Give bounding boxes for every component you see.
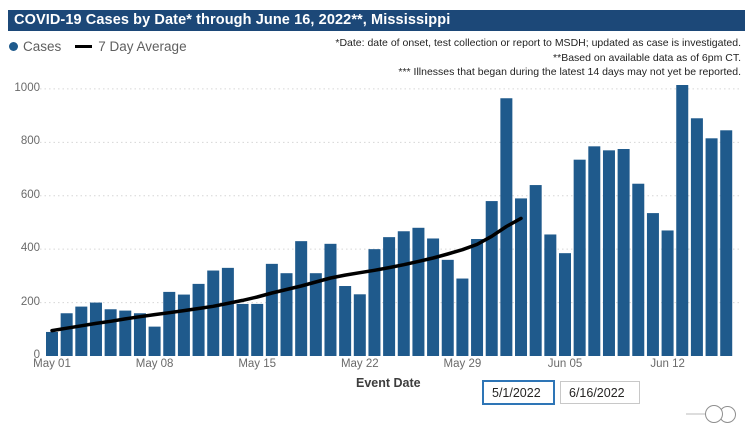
bar-may-13[interactable] [221,267,234,356]
bar-may-20[interactable] [324,243,337,356]
bar-may-03[interactable] [75,306,88,356]
bar-jun-09[interactable] [617,149,630,356]
footnote-reporting-lag: *** Illnesses that began during the late… [398,66,741,79]
bar-may-14[interactable] [236,303,249,356]
bar-may-04[interactable] [89,302,102,356]
bar-jun-08[interactable] [602,150,615,356]
bar-jun-12[interactable] [661,230,674,356]
bar-may-12[interactable] [207,270,220,356]
bar-jun-04[interactable] [544,234,557,356]
footnote-date-definition: *Date: date of onset, test collection or… [335,37,741,49]
y-tick-label-800: 800 [20,135,40,148]
bar-may-29[interactable] [456,278,469,356]
bar-jun-13[interactable] [676,82,689,356]
y-axis-labels: 0 200 400 600 800 1000 [0,81,40,361]
date-range-slider-handle-left[interactable] [705,405,723,423]
bar-jun-16[interactable] [720,130,733,356]
bar-jun-02[interactable] [515,198,528,356]
y-tick-label-400: 400 [20,242,40,255]
bar-jun-05[interactable] [559,253,571,356]
bar-may-16[interactable] [265,263,278,356]
x-tick-label-jun-12: Jun 12 [650,358,685,370]
chart-legend: Cases 7 Day Average [9,37,187,55]
x-tick-label-may-29: May 29 [443,358,482,370]
plot-svg [40,82,741,356]
bar-may-06[interactable] [119,310,132,356]
report-title-banner: COVID-19 Cases by Date* through June 16,… [8,10,745,31]
bar-may-05[interactable] [104,309,117,356]
bar-jun-14[interactable] [690,118,703,356]
bar-may-28[interactable] [441,259,454,356]
x-tick-label-may-15: May 15 [238,358,277,370]
x-axis-labels: May 01 May 08 May 15 May 22 May 29 Jun 05 Jun … [0,358,746,374]
bar-may-08[interactable] [148,326,161,356]
bar-may-02[interactable] [60,313,73,356]
bar-may-17[interactable] [280,273,293,356]
footnote-data-asof: **Based on available data as of 6pm CT. [553,51,741,64]
footnotes: *Date: date of onset, test collection or… [271,36,741,80]
bar-may-31[interactable] [485,201,498,356]
bar-may-27[interactable] [427,238,440,356]
bar-may-23[interactable] [368,249,381,356]
end-date-input[interactable] [560,381,640,404]
legend-item-cases[interactable]: Cases [23,38,62,54]
date-range-slider-track [686,413,710,415]
x-tick-label-may-08: May 08 [135,358,174,370]
bar-jun-03[interactable] [529,185,542,356]
bar-may-09[interactable] [163,291,176,356]
y-tick-label-0: 0 [33,349,40,361]
bar-may-10[interactable] [177,294,190,356]
avg-line-sample-icon [75,44,93,48]
y-tick-label-1000: 1000 [14,81,40,94]
y-tick-label-600: 600 [20,188,40,201]
x-axis-title: Event Date [356,376,421,390]
bar-may-01[interactable] [46,331,58,356]
bar-may-19[interactable] [309,273,322,356]
bar-may-22[interactable] [353,294,366,356]
x-tick-label-jun-05: Jun 05 [547,358,583,370]
y-tick-label-200: 200 [20,295,40,308]
bar-jun-11[interactable] [646,213,659,356]
bar-may-26[interactable] [412,227,425,356]
cases-series-dot-icon [9,41,18,51]
x-tick-label-may-01: May 01 [33,358,71,370]
bar-may-07[interactable] [133,313,146,356]
bar-jun-10[interactable] [632,183,645,356]
plot-area [0,82,746,357]
bar-jun-07[interactable] [588,146,601,356]
bar-may-11[interactable] [192,283,205,356]
bar-may-18[interactable] [295,241,308,356]
bar-may-21[interactable] [339,286,352,356]
bar-may-15[interactable] [251,303,264,356]
bar-may-25[interactable] [397,231,410,356]
x-tick-label-may-22: May 22 [340,358,379,370]
page-title: COVID-19 Cases by Date* through June 16,… [14,12,451,28]
bar-jun-06[interactable] [573,159,586,356]
bar-may-30[interactable] [471,239,484,356]
start-date-input[interactable] [482,380,555,405]
seven-day-average-line [50,216,523,333]
legend-item-7day-average[interactable]: 7 Day Average [98,38,187,54]
bar-jun-15[interactable] [705,138,718,356]
bar-may-24[interactable] [383,237,396,356]
